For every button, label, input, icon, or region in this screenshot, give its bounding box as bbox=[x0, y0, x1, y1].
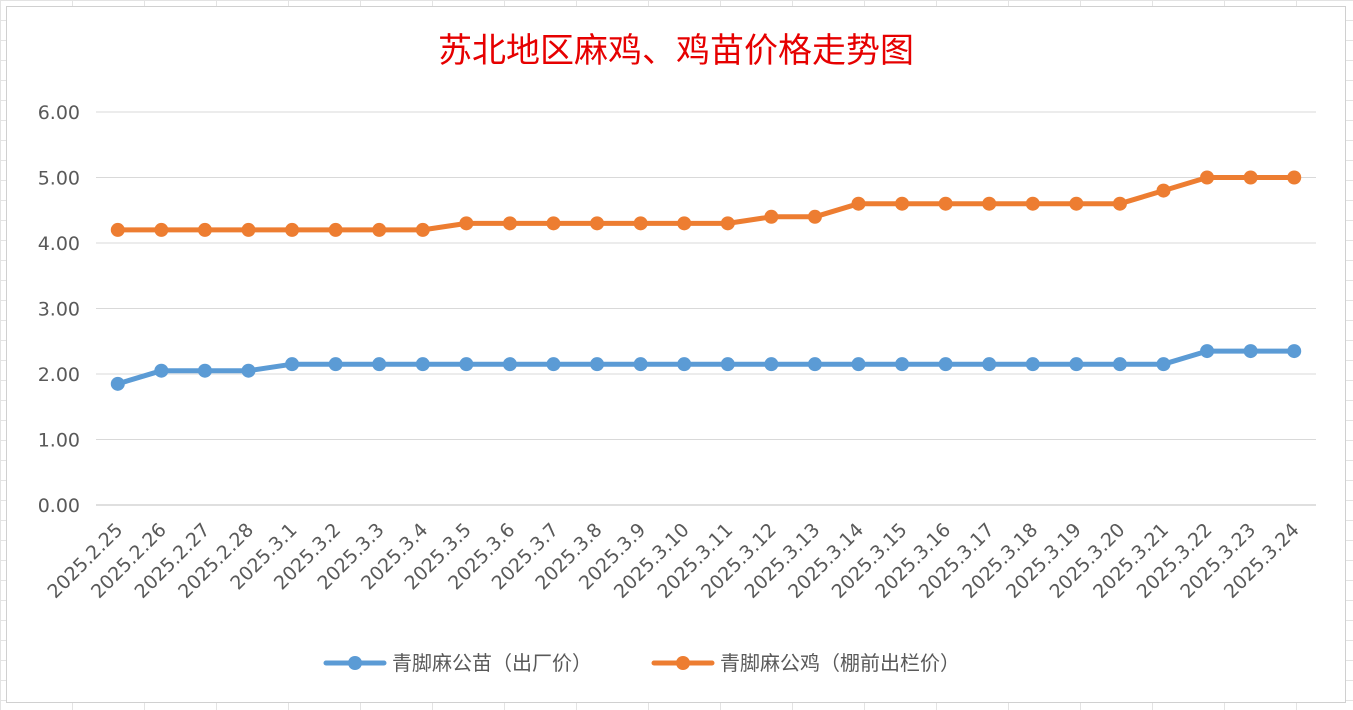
data-point bbox=[197, 222, 212, 237]
data-point bbox=[372, 357, 387, 372]
data-point bbox=[197, 363, 212, 378]
series-line-0 bbox=[115, 348, 1297, 387]
data-point bbox=[1243, 170, 1258, 185]
y-tick-label: 3.00 bbox=[38, 299, 80, 321]
data-point bbox=[982, 196, 997, 211]
data-point bbox=[546, 357, 561, 372]
chart-title: 苏北地区麻鸡、鸡苗价格走势图 bbox=[438, 31, 914, 71]
data-point bbox=[720, 216, 735, 231]
data-point bbox=[1287, 170, 1302, 185]
data-point bbox=[110, 222, 125, 237]
data-point bbox=[241, 363, 256, 378]
data-point bbox=[1025, 357, 1040, 372]
y-tick-label: 5.00 bbox=[38, 168, 80, 190]
data-point bbox=[851, 357, 866, 372]
data-point bbox=[1156, 357, 1171, 372]
data-point bbox=[459, 357, 474, 372]
data-point bbox=[633, 357, 648, 372]
legend-label-1: 青脚麻公鸡（棚前出栏价） bbox=[720, 651, 960, 675]
y-tick-label: 4.00 bbox=[38, 233, 80, 255]
legend-label-0: 青脚麻公苗（出厂价） bbox=[392, 651, 592, 675]
data-point bbox=[677, 216, 692, 231]
data-point bbox=[807, 357, 822, 372]
data-point bbox=[328, 222, 343, 237]
data-point bbox=[502, 357, 517, 372]
y-tick-label: 1.00 bbox=[38, 430, 80, 452]
data-point bbox=[1200, 344, 1215, 359]
data-point bbox=[459, 216, 474, 231]
chart-area[interactable] bbox=[6, 6, 1346, 703]
data-point bbox=[154, 222, 169, 237]
data-point bbox=[590, 357, 605, 372]
data-point bbox=[1025, 196, 1040, 211]
data-point bbox=[807, 209, 822, 224]
data-point bbox=[372, 222, 387, 237]
data-point bbox=[1069, 196, 1084, 211]
data-point bbox=[241, 222, 256, 237]
data-point bbox=[285, 222, 300, 237]
data-point bbox=[285, 357, 300, 372]
data-point bbox=[851, 196, 866, 211]
legend-marker-1 bbox=[676, 656, 690, 670]
data-point bbox=[982, 357, 997, 372]
legend-marker-0 bbox=[348, 656, 362, 670]
data-point bbox=[895, 357, 910, 372]
series-line-1 bbox=[115, 175, 1297, 233]
data-point bbox=[720, 357, 735, 372]
data-point bbox=[1287, 344, 1302, 359]
data-point bbox=[764, 209, 779, 224]
data-point bbox=[415, 357, 430, 372]
data-point bbox=[1069, 357, 1084, 372]
data-point bbox=[1156, 183, 1171, 198]
data-point bbox=[502, 216, 517, 231]
y-tick-label: 6.00 bbox=[38, 102, 80, 124]
data-point bbox=[415, 222, 430, 237]
data-point bbox=[154, 363, 169, 378]
legend: 青脚麻公苗（出厂价） 青脚麻公鸡（棚前出栏价） bbox=[323, 651, 960, 675]
data-point bbox=[633, 216, 648, 231]
gridlines bbox=[96, 111, 1316, 506]
data-point bbox=[1112, 357, 1127, 372]
y-tick-label: 2.00 bbox=[38, 364, 80, 386]
data-point bbox=[110, 376, 125, 391]
data-point bbox=[677, 357, 692, 372]
data-point bbox=[328, 357, 343, 372]
data-point bbox=[590, 216, 605, 231]
data-point bbox=[1112, 196, 1127, 211]
data-point bbox=[895, 196, 910, 211]
y-axis: 0.00 1.00 2.00 3.00 4.00 5.00 6.00 bbox=[38, 102, 80, 517]
series-lines bbox=[110, 170, 1302, 391]
data-point bbox=[1243, 344, 1258, 359]
data-point bbox=[764, 357, 779, 372]
y-tick-label: 0.00 bbox=[38, 495, 80, 517]
x-axis: 2025.2.252025.2.262025.2.272025.2.282025… bbox=[43, 519, 1303, 603]
data-point bbox=[1200, 170, 1215, 185]
data-point bbox=[938, 357, 953, 372]
data-point bbox=[938, 196, 953, 211]
data-point bbox=[546, 216, 561, 231]
